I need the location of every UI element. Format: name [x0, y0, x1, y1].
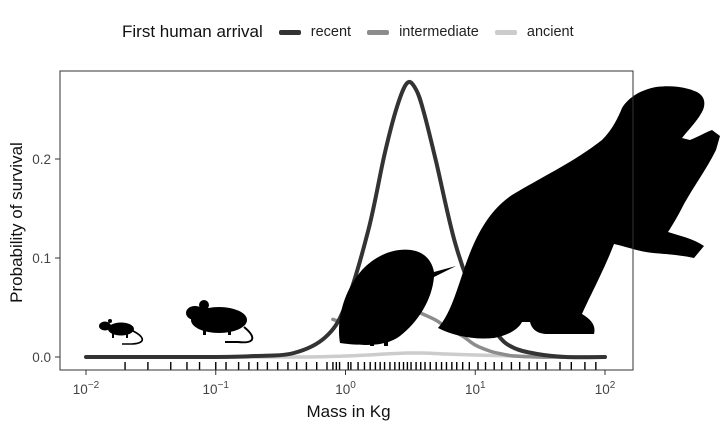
legend-item-ancient: ancient [494, 24, 574, 40]
x-tick-exponent: 2 [610, 380, 616, 391]
kiwi-silhouette [338, 249, 456, 346]
x-tick-base: 10 [465, 382, 480, 397]
rat-silhouette [99, 319, 144, 345]
y-axis-title: Probability of survival [7, 142, 26, 303]
ground-sloth-silhouette [438, 86, 720, 339]
x-tick-base: 10 [203, 382, 218, 397]
legend-swatch-ancient [494, 29, 517, 35]
legend-label-ancient: ancient [526, 24, 574, 40]
x-tick-base: 10 [335, 382, 350, 397]
x-tick-label: 102 [595, 380, 616, 397]
legend-item-recent: recent [278, 24, 352, 40]
x-tick-exponent: −1 [218, 380, 230, 391]
x-axis: 10−2 10−1 100 101 102 [73, 370, 616, 397]
x-tick-label: 101 [465, 380, 486, 397]
legend: First human arrival recent intermediate … [122, 20, 590, 44]
legend-label-intermediate: intermediate [399, 24, 479, 40]
y-tick-label: 0.0 [32, 350, 51, 365]
legend-label-recent: recent [310, 24, 352, 40]
x-tick-exponent: 0 [350, 380, 356, 391]
legend-swatch-intermediate [367, 29, 390, 35]
plot-frame [59, 70, 634, 371]
x-tick-base: 10 [595, 382, 610, 397]
x-tick-base: 10 [73, 382, 88, 397]
y-axis: 0.0 0.1 0.2 [32, 152, 60, 365]
legend-title: First human arrival [122, 22, 263, 41]
x-tick-label: 10−2 [73, 380, 100, 397]
vole-silhouette [186, 300, 254, 344]
series-line-recent [84, 80, 607, 360]
rug-marks [124, 362, 597, 370]
legend-item-intermediate: intermediate [367, 24, 479, 40]
y-tick-label: 0.2 [32, 152, 51, 167]
x-tick-label: 100 [335, 380, 356, 397]
legend-swatch-recent [278, 29, 301, 35]
x-axis-title: Mass in Kg [306, 402, 390, 421]
x-tick-exponent: 1 [480, 380, 486, 391]
x-tick-label: 10−1 [203, 380, 230, 397]
x-tick-exponent: −2 [88, 380, 100, 391]
y-tick-label: 0.1 [32, 251, 51, 266]
